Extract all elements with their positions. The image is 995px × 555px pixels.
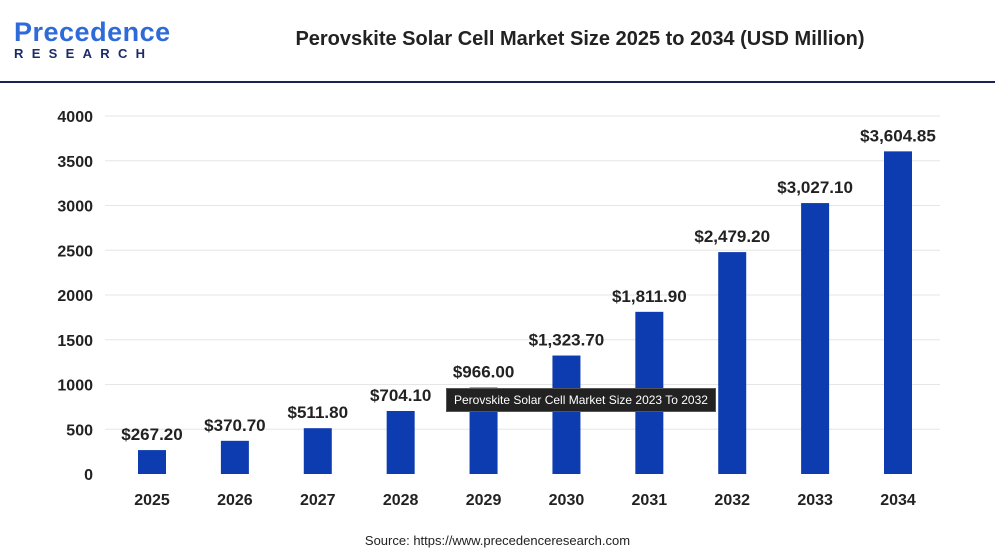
data-label: $267.20 xyxy=(121,425,182,444)
x-tick-label: 2027 xyxy=(300,492,336,509)
x-tick-label: 2032 xyxy=(714,492,750,509)
y-tick-label: 1000 xyxy=(57,378,93,395)
data-label: $370.70 xyxy=(204,416,265,435)
bar-2033 xyxy=(801,203,830,474)
bar-2030 xyxy=(552,355,581,474)
y-tick-label: 500 xyxy=(66,422,93,439)
data-label: $1,323.70 xyxy=(529,331,605,350)
logo-subtext: RESEARCH xyxy=(14,46,154,61)
x-tick-label: 2031 xyxy=(632,492,668,509)
x-tick-label: 2030 xyxy=(549,492,585,509)
data-label: $1,811.90 xyxy=(612,287,687,306)
x-tick-label: 2034 xyxy=(880,492,916,509)
logo-text-main: recedence xyxy=(32,17,171,47)
header-divider xyxy=(0,81,995,83)
data-label: $511.80 xyxy=(288,403,349,422)
bar-2034 xyxy=(884,151,912,475)
x-tick-label: 2028 xyxy=(383,492,419,509)
x-tick-label: 2029 xyxy=(466,492,502,509)
source-text: Source: https://www.precedenceresearch.c… xyxy=(364,533,631,548)
bar-2027 xyxy=(303,428,332,474)
logo: Precedence RESEARCH xyxy=(14,18,171,61)
data-label: $704.10 xyxy=(370,386,431,405)
bar-2032 xyxy=(718,252,747,474)
data-label: $3,027.10 xyxy=(777,178,853,197)
data-label: $966.00 xyxy=(453,363,514,382)
data-label: $3,604.85 xyxy=(860,126,936,145)
x-tick-label: 2025 xyxy=(134,492,170,509)
y-tick-label: 1500 xyxy=(57,333,93,350)
y-tick-label: 2000 xyxy=(57,288,93,305)
bar-2028 xyxy=(386,410,415,474)
y-tick-label: 4000 xyxy=(57,109,93,126)
y-tick-label: 0 xyxy=(84,467,93,484)
y-tick-label: 2500 xyxy=(57,243,93,260)
y-tick-label: 3500 xyxy=(57,154,93,171)
tooltip: Perovskite Solar Cell Market Size 2023 T… xyxy=(446,388,716,412)
logo-text-p: P xyxy=(14,17,33,47)
bar-2025 xyxy=(138,450,166,474)
x-tick-label: 2026 xyxy=(217,492,253,509)
chart-title: Perovskite Solar Cell Market Size 2025 t… xyxy=(295,28,865,50)
y-tick-label: 3000 xyxy=(57,199,93,216)
data-label: $2,479.20 xyxy=(694,227,770,246)
bar-2026 xyxy=(220,440,249,474)
x-tick-label: 2033 xyxy=(797,492,833,509)
